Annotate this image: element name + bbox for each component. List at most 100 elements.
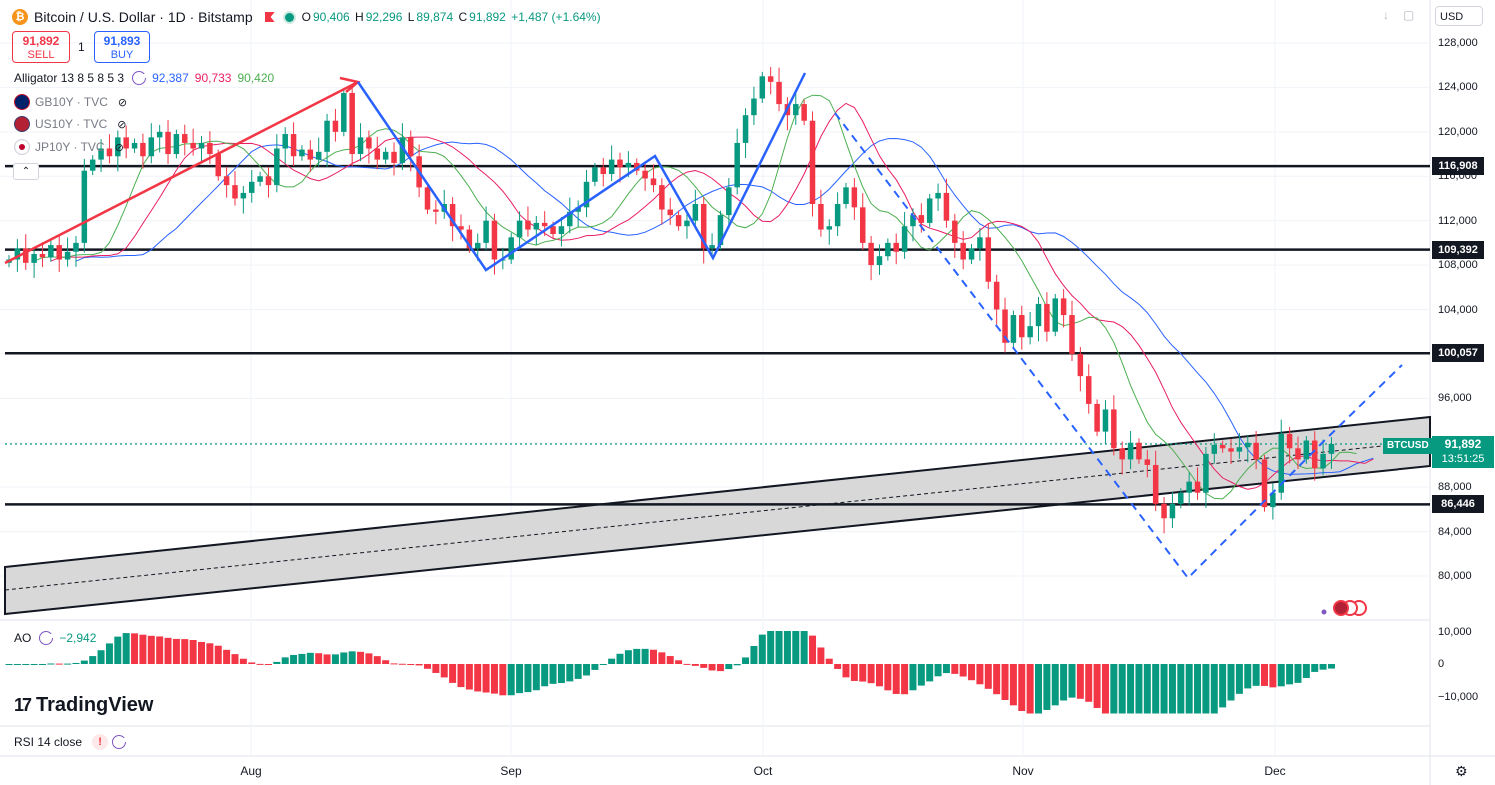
zigzag-solid[interactable] [356,72,807,272]
candle [1102,400,1109,445]
candle [1052,293,1058,337]
collapse-legend-button[interactable]: ⌃ [13,163,39,180]
settings-gear-icon[interactable]: ⚙ [1455,763,1468,779]
alligator-line [50,102,1374,490]
flag-icon[interactable] [264,12,275,22]
candle-body [592,167,598,182]
ao-bar [507,664,515,696]
ao-bar [281,657,289,664]
candle-body [901,226,908,252]
candle-body [98,148,104,160]
alligator-legend[interactable]: Alligator 13 8 5 8 5 3 92,387 90,733 90,… [14,71,275,85]
ao-bar [926,664,934,682]
candle-body [215,154,221,177]
candle-body [156,131,163,138]
candle-body [357,137,364,155]
hidden-eye-icon[interactable]: ⊘ [114,141,124,154]
symbol-us10y[interactable]: US10Y · TVC ⊘ [14,116,126,132]
ao-bar [934,664,942,677]
ao-bar [1076,664,1084,699]
ao-bar [917,664,925,686]
candle-body [1169,503,1176,519]
time-axis-label: Nov [1012,764,1034,778]
ao-bar [13,664,21,665]
buy-button[interactable]: 91,893 BUY [94,31,150,63]
ao-bar [1194,664,1202,714]
candle-body [567,211,573,227]
candle-body [1136,442,1142,460]
trend-line-red[interactable] [4,80,359,265]
candle-body [650,178,657,186]
ao-bar [97,650,105,664]
candle-body [809,120,816,205]
hidden-eye-icon[interactable]: ⊘ [117,118,127,131]
candle [307,140,314,173]
refresh-icon[interactable] [39,631,55,645]
candle-body [1261,459,1268,508]
candle-body [910,215,916,227]
candle [843,182,849,209]
candle-body [1111,409,1117,449]
ao-bar [817,647,825,664]
candle-body [341,92,347,132]
zigzag-dashed[interactable] [834,112,1403,580]
ao-bar [47,663,55,665]
event-dot-icon [1321,609,1327,615]
candle [1094,399,1100,437]
symbol-gb10y[interactable]: GB10Y · TVC ⊘ [14,94,127,110]
candle [1278,419,1284,500]
ao-bar [875,664,883,687]
candle-body [1286,433,1293,449]
candle-body [516,220,523,238]
candle-body [165,131,171,155]
candle-body [525,220,531,230]
candle-body [1027,326,1033,338]
ao-bar [708,664,716,671]
refresh-icon[interactable] [132,71,148,85]
candle-body [449,204,456,227]
event-flags[interactable] [1321,600,1367,616]
quantity[interactable]: 1 [78,40,85,54]
sell-button[interactable]: 91,892 SELL [12,31,70,63]
candle [1077,347,1084,392]
price-axis-label: 88,000 [1438,481,1472,494]
symbol-header[interactable]: ₿ Bitcoin / U.S. Dollar · 1D · Bitstamp … [12,8,603,26]
ao-bar [457,664,465,688]
warning-icon[interactable]: ! [92,734,109,750]
candle [583,170,590,218]
candle [1027,311,1033,345]
ao-bar [775,631,783,664]
ao-bar [290,654,298,664]
candle [1152,450,1159,511]
ao-bar [608,658,616,664]
level-price-tag: 86,446 [1432,495,1484,514]
candle-body [851,187,858,208]
currency-select[interactable]: USD [1435,6,1483,26]
candle [1219,440,1226,453]
ao-bar [1185,664,1193,714]
ao-bar [524,664,532,693]
ao-bar [415,664,423,666]
candle [742,108,749,159]
symbol-jp10y[interactable]: JP10Y · TVC ⊘ [14,139,124,155]
refresh-icon[interactable] [112,735,128,749]
ao-bar [156,636,164,664]
candle-body [131,142,138,149]
candle-body [1119,448,1125,460]
uk-flag-icon [14,94,30,110]
candle-body [1228,448,1234,452]
ao-legend[interactable]: AO −2,942 [14,631,97,645]
candle-body [1102,409,1109,432]
pane-controls[interactable]: ↓▢ [1383,8,1429,22]
candle-body [1320,453,1326,469]
symbol-title[interactable]: Bitcoin / U.S. Dollar · 1D · Bitstamp [34,9,253,25]
hidden-eye-icon[interactable]: ⊘ [117,96,128,109]
rsi-legend[interactable]: RSI 14 close ! [14,734,132,750]
candle [374,136,381,170]
ao-bar [64,663,72,665]
candle-body [1178,492,1184,504]
ao-bar [1060,664,1068,701]
candle [81,158,88,253]
tradingview-logo[interactable]: 17 TradingView [14,694,154,716]
